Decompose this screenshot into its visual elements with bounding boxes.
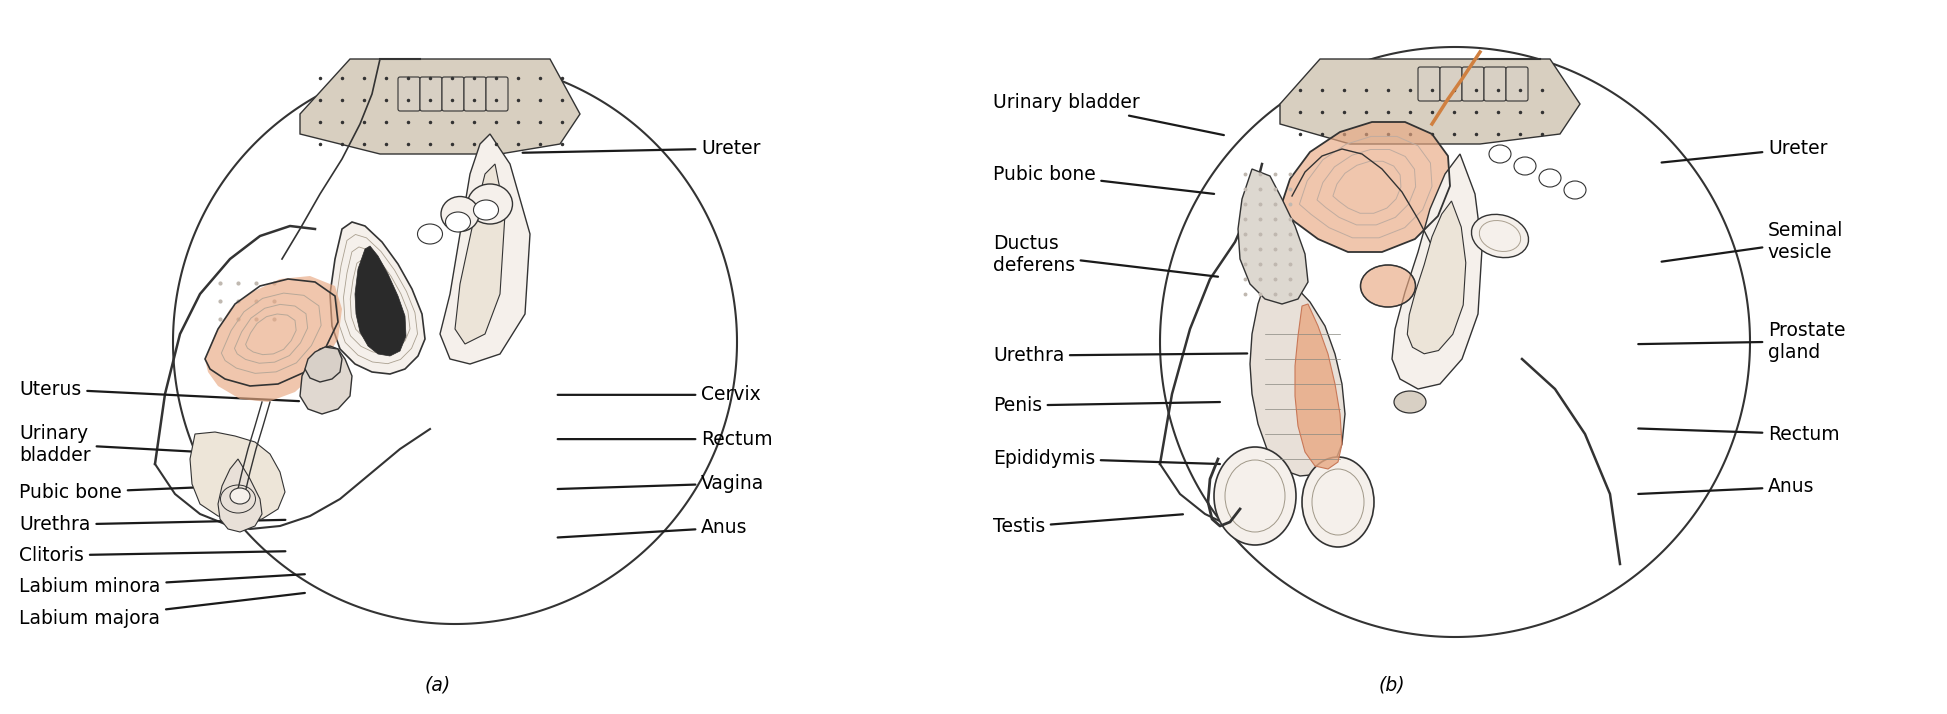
Text: Urinary bladder: Urinary bladder: [993, 94, 1225, 135]
Polygon shape: [456, 164, 504, 344]
Polygon shape: [1279, 59, 1581, 144]
Ellipse shape: [1563, 181, 1587, 199]
Polygon shape: [1238, 169, 1308, 304]
FancyBboxPatch shape: [1441, 67, 1462, 101]
FancyBboxPatch shape: [1505, 67, 1528, 101]
Ellipse shape: [417, 224, 442, 244]
Text: Cervix: Cervix: [557, 386, 761, 404]
Ellipse shape: [473, 200, 498, 220]
Ellipse shape: [1303, 457, 1375, 547]
Text: Anus: Anus: [557, 518, 748, 538]
Text: Pubic bone: Pubic bone: [993, 165, 1215, 194]
Ellipse shape: [1538, 169, 1561, 187]
FancyBboxPatch shape: [1484, 67, 1505, 101]
Text: Labium majora: Labium majora: [19, 593, 306, 628]
FancyBboxPatch shape: [463, 77, 487, 111]
FancyBboxPatch shape: [1417, 67, 1441, 101]
Text: Rectum: Rectum: [557, 430, 773, 448]
FancyBboxPatch shape: [487, 77, 508, 111]
Polygon shape: [1160, 47, 1750, 637]
Ellipse shape: [1215, 447, 1297, 545]
Text: Ductus
deferens: Ductus deferens: [993, 234, 1219, 277]
Polygon shape: [329, 222, 424, 374]
Polygon shape: [1295, 304, 1341, 469]
Ellipse shape: [1489, 145, 1511, 163]
Text: Seminal
vesicle: Seminal vesicle: [1661, 221, 1844, 262]
Text: Urinary
bladder: Urinary bladder: [19, 423, 251, 465]
Text: Anus: Anus: [1637, 478, 1815, 496]
Ellipse shape: [1515, 157, 1536, 175]
Text: Ureter: Ureter: [1661, 139, 1828, 163]
Polygon shape: [300, 59, 580, 154]
Text: Uterus: Uterus: [19, 380, 300, 401]
FancyBboxPatch shape: [397, 77, 421, 111]
Text: Urethra: Urethra: [19, 516, 286, 534]
Polygon shape: [218, 459, 263, 532]
Polygon shape: [1408, 201, 1466, 353]
FancyBboxPatch shape: [442, 77, 463, 111]
Polygon shape: [440, 134, 530, 364]
Text: Ureter: Ureter: [522, 139, 761, 158]
FancyBboxPatch shape: [1462, 67, 1484, 101]
Text: Penis: Penis: [993, 396, 1221, 415]
Polygon shape: [300, 346, 352, 414]
Text: (a): (a): [424, 675, 452, 694]
Text: Labium minora: Labium minora: [19, 574, 306, 596]
Text: Epididymis: Epididymis: [993, 449, 1221, 468]
FancyBboxPatch shape: [421, 77, 442, 111]
Polygon shape: [191, 432, 284, 522]
Polygon shape: [204, 276, 343, 402]
Text: Rectum: Rectum: [1637, 425, 1840, 443]
Text: (b): (b): [1378, 675, 1406, 694]
Polygon shape: [1279, 122, 1451, 252]
Ellipse shape: [442, 196, 479, 231]
Text: Vagina: Vagina: [557, 474, 763, 493]
Polygon shape: [354, 246, 407, 356]
Text: Clitoris: Clitoris: [19, 546, 286, 565]
Polygon shape: [1392, 154, 1482, 389]
Ellipse shape: [1361, 265, 1415, 307]
Text: Urethra: Urethra: [993, 346, 1248, 365]
Polygon shape: [1250, 274, 1345, 476]
Ellipse shape: [446, 212, 471, 232]
Ellipse shape: [1394, 391, 1425, 413]
Polygon shape: [306, 347, 343, 382]
Text: Testis: Testis: [993, 514, 1184, 536]
Ellipse shape: [230, 488, 249, 504]
Ellipse shape: [1472, 214, 1528, 258]
Text: Prostate
gland: Prostate gland: [1637, 321, 1846, 362]
Text: Pubic bone: Pubic bone: [19, 483, 275, 502]
Polygon shape: [173, 60, 738, 624]
Ellipse shape: [467, 184, 512, 224]
